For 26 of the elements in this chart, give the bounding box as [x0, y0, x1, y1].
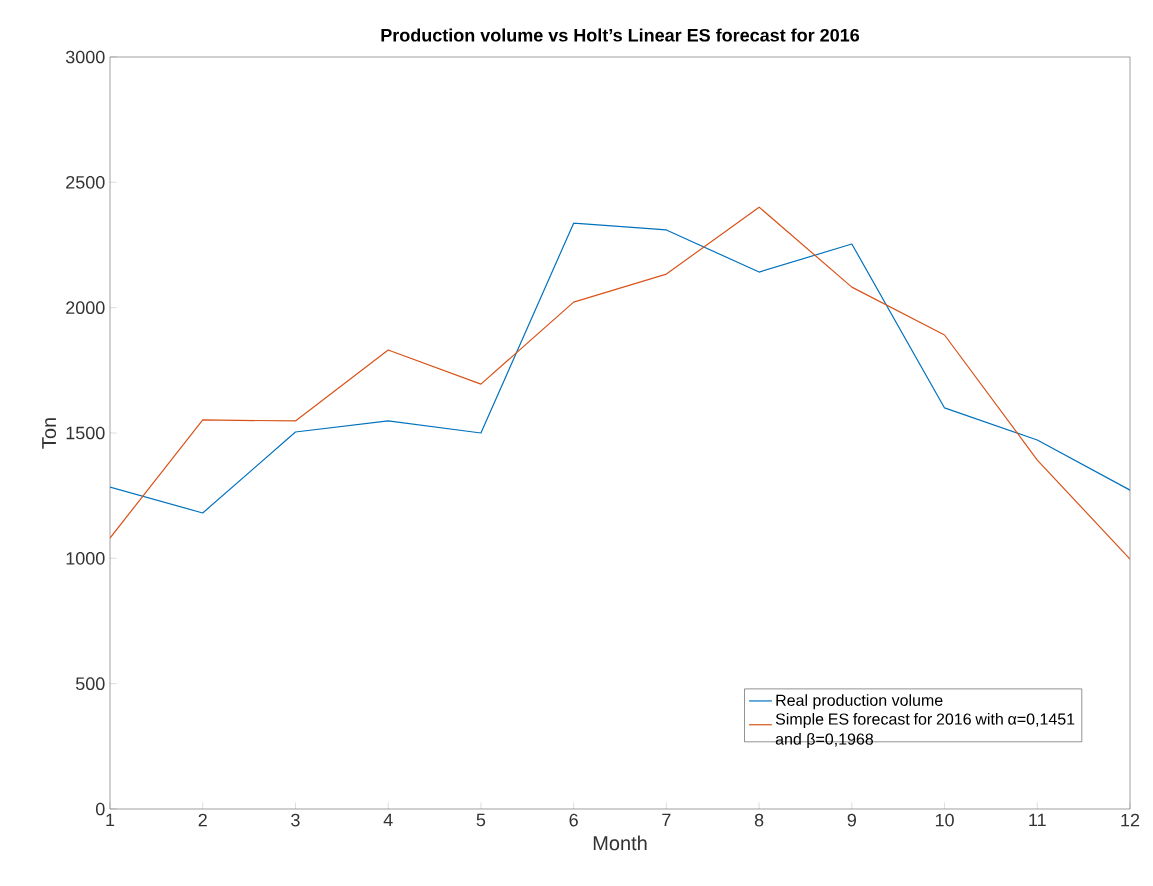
x-tick-label: 1 [106, 813, 115, 827]
y-tick-label: 2500 [66, 175, 105, 189]
x-tick-label: 10 [935, 813, 954, 827]
y-tick-label: 2000 [66, 301, 105, 315]
x-tick-label: 3 [291, 813, 300, 827]
x-tick-label: 7 [662, 813, 671, 827]
x-tick-label: 12 [1121, 813, 1140, 827]
line-series [110, 222, 1131, 514]
y-axis-title: Ton [42, 418, 57, 449]
x-tick-label: 5 [476, 813, 486, 827]
line-series [110, 206, 1131, 560]
x-tick-label: 11 [1029, 813, 1046, 827]
x-tick-label: 2 [198, 813, 207, 827]
chart-title: Production volume vs Holt’s Linear ES forecast for 2016 [381, 28, 860, 42]
y-tick-label: 0 [95, 802, 105, 816]
y-tick-label: 1500 [66, 426, 105, 440]
x-tick-label: 9 [847, 813, 856, 827]
x-tick-label: 8 [754, 813, 764, 827]
y-tick-label: 500 [75, 677, 105, 691]
legend-label: Simple ES forecast for 2016 with α=0,1451 and β=0,1968 [775, 713, 1075, 748]
x-tick-label: 4 [383, 813, 393, 827]
x-tick-label: 6 [569, 813, 578, 827]
y-tick-label: 1000 [66, 551, 105, 565]
y-tick-label: 3000 [65, 50, 105, 64]
legend-label: Real production volume [776, 694, 943, 710]
x-axis-title: Month [593, 835, 647, 851]
